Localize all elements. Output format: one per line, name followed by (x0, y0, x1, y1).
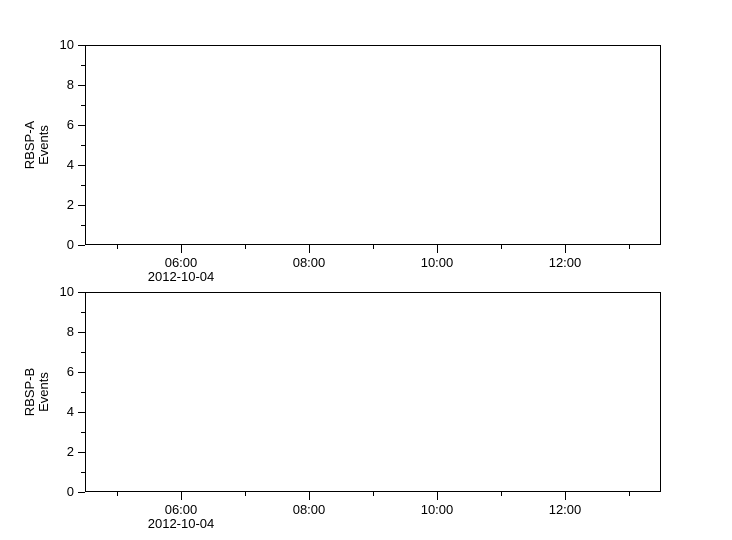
y-tick-label: 0 (66, 484, 74, 499)
y-tick-label: 2 (66, 197, 74, 212)
x-tick-label: 08:00 (292, 502, 326, 517)
x-minor-tick (245, 245, 246, 249)
x-minor-tick (501, 245, 502, 249)
y-major-tick (78, 372, 85, 373)
plot-area-rbsp-a[interactable] (85, 45, 661, 245)
y-tick-label: 10 (59, 37, 74, 52)
x-date-label: 2012-10-04 (147, 269, 215, 284)
x-date-label: 2012-10-04 (147, 516, 215, 531)
y-major-tick (78, 205, 85, 206)
x-major-tick (309, 245, 310, 253)
y-tick-label: 0 (66, 237, 74, 252)
x-tick-label: 12:00 (548, 255, 582, 270)
y-major-tick (78, 412, 85, 413)
y-tick-label: 8 (66, 77, 74, 92)
y-major-tick (78, 125, 85, 126)
x-minor-tick (629, 492, 630, 496)
x-tick-label: 12:00 (548, 502, 582, 517)
y-minor-tick (81, 185, 85, 186)
x-minor-tick (501, 492, 502, 496)
x-tick-label: 08:00 (292, 255, 326, 270)
y-tick-label: 8 (66, 324, 74, 339)
x-major-tick (565, 492, 566, 500)
x-minor-tick (245, 492, 246, 496)
x-tick-label: 06:00 (164, 502, 198, 517)
x-minor-tick (373, 492, 374, 496)
x-major-tick (565, 245, 566, 253)
y-tick-label: 6 (66, 117, 74, 132)
y-minor-tick (81, 432, 85, 433)
x-major-tick (437, 245, 438, 253)
y-minor-tick (81, 472, 85, 473)
y-major-tick (78, 85, 85, 86)
y-tick-label: 4 (66, 157, 74, 172)
y-minor-tick (81, 145, 85, 146)
y-minor-tick (81, 65, 85, 66)
y-major-tick (78, 292, 85, 293)
x-tick-label: 10:00 (420, 255, 454, 270)
y-minor-tick (81, 352, 85, 353)
x-minor-tick (373, 245, 374, 249)
plot-area-rbsp-b[interactable] (85, 292, 661, 492)
x-tick-label: 10:00 (420, 502, 454, 517)
y-major-tick (78, 332, 85, 333)
x-major-tick (181, 245, 182, 253)
y-minor-tick (81, 105, 85, 106)
x-minor-tick (117, 492, 118, 496)
y-tick-label: 6 (66, 364, 74, 379)
y-minor-tick (81, 392, 85, 393)
x-major-tick (181, 492, 182, 500)
y-major-tick (78, 165, 85, 166)
x-minor-tick (629, 245, 630, 249)
x-major-tick (309, 492, 310, 500)
y-tick-label: 4 (66, 404, 74, 419)
y-major-tick (78, 45, 85, 46)
x-tick-label: 06:00 (164, 255, 198, 270)
y-major-tick (78, 245, 85, 246)
x-major-tick (437, 492, 438, 500)
y-minor-tick (81, 225, 85, 226)
y-tick-label: 10 (59, 284, 74, 299)
y-minor-tick (81, 312, 85, 313)
x-minor-tick (117, 245, 118, 249)
y-tick-label: 2 (66, 444, 74, 459)
y-major-tick (78, 492, 85, 493)
y-major-tick (78, 452, 85, 453)
